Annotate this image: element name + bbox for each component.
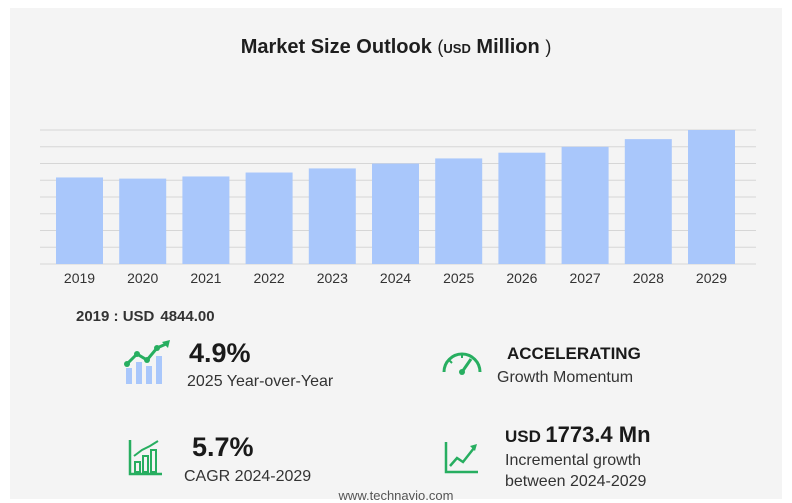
bar-2022 [245, 172, 293, 264]
cagr-value: 5.7% [192, 432, 254, 462]
x-tick-label: 2023 [317, 270, 348, 286]
bar-2019 [56, 177, 103, 264]
x-tick-label: 2028 [633, 270, 664, 286]
speedometer-icon [442, 352, 482, 375]
bar-2023 [308, 168, 356, 264]
bar-2024 [372, 163, 419, 264]
bar-chart-icon [128, 440, 162, 476]
x-tick-label: 2026 [506, 270, 537, 286]
x-tick-label: 2024 [380, 270, 411, 286]
bar-2021 [182, 176, 230, 264]
incremental-value: 1773.4 Mn [545, 422, 651, 447]
momentum-label: Growth Momentum [497, 369, 634, 386]
x-tick-label: 2029 [696, 270, 727, 286]
bar-2029 [688, 130, 735, 264]
source-footer: www.technavio.com [338, 488, 454, 503]
title-close-paren: ) [545, 37, 552, 57]
x-tick-label: 2019 [64, 270, 95, 286]
bar-2028 [624, 139, 672, 264]
x-tick-label: 2021 [190, 270, 221, 286]
x-tick-label: 2025 [443, 270, 474, 286]
bar-2020 [119, 178, 167, 264]
title-main: Market Size Outlook [240, 36, 432, 58]
x-tick-label: 2020 [127, 270, 158, 286]
chart-title: Market Size Outlook (USD Million ) [0, 36, 792, 59]
cagr-label: CAGR 2024-2029 [184, 468, 312, 485]
title-currency: USD [443, 41, 471, 56]
title-open-paren: ( [437, 37, 444, 57]
incremental-label-1: Incremental growth [505, 452, 642, 469]
baseline-value: 2019 : USD 4844.00 [76, 308, 215, 325]
baseline-number: 4844.00 [160, 308, 215, 325]
x-tick-label: 2027 [570, 270, 601, 286]
bar-2027 [561, 146, 609, 264]
baseline-label: 2019 : USD [76, 308, 155, 325]
bar-chart: 2019 2020 2021 2022 2023 2024 2025 2026 2027 2028… [40, 129, 756, 286]
incremental-currency: USD [505, 427, 541, 446]
title-unit: Million [476, 36, 540, 58]
x-tick-label: 2022 [254, 270, 285, 286]
yoy-value: 4.9% [189, 338, 251, 368]
growth-chart-icon [124, 340, 170, 384]
yoy-label: 2025 Year-over-Year [187, 373, 334, 390]
incremental-value-row: USD 1773.4 Mn [505, 422, 651, 448]
bar-2026 [498, 152, 546, 264]
incremental-label-2: between 2024-2029 [505, 473, 647, 490]
trend-line-icon [444, 442, 478, 474]
bar-2025 [435, 158, 483, 264]
momentum-value: ACCELERATING [507, 344, 641, 363]
